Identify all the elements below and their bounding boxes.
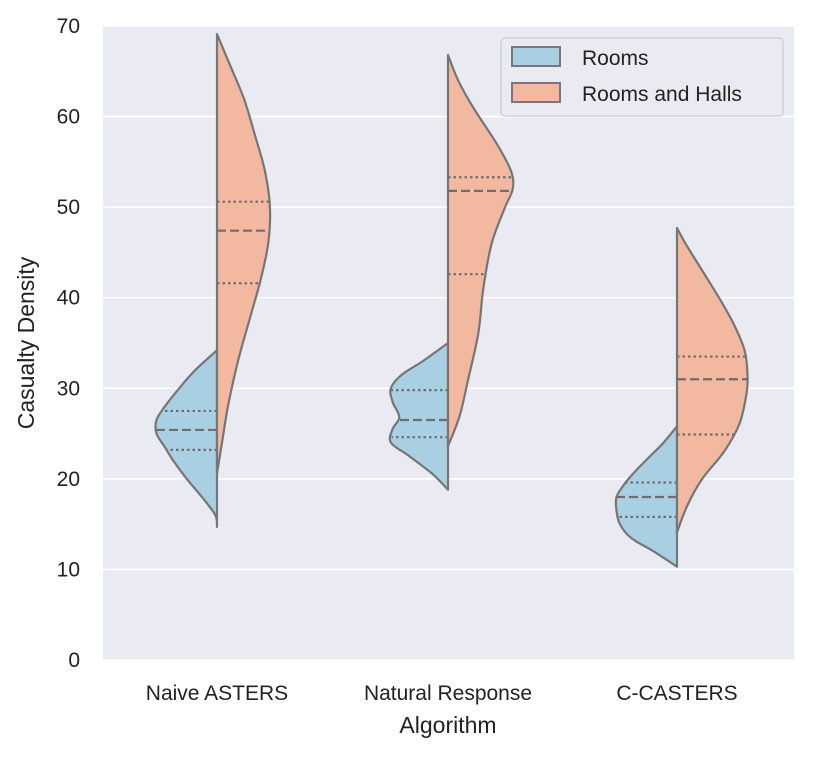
x-tick-labels: Naive ASTERS Natural Response C-CASTERS bbox=[146, 682, 738, 705]
legend: Rooms Rooms and Halls bbox=[500, 37, 784, 117]
violin-body-rooms-natural-response bbox=[388, 341, 450, 491]
y-tick-label-0: 0 bbox=[68, 649, 80, 672]
legend-swatch-rooms bbox=[511, 46, 561, 67]
y-tick-labels: 0 10 20 30 40 50 60 70 bbox=[57, 15, 80, 672]
violin-body-rooms-and-halls-c-casters bbox=[675, 226, 749, 534]
violin-body-rooms-and-halls-natural-response bbox=[446, 53, 515, 448]
violin-rooms-and-halls-naive-asters bbox=[215, 33, 272, 475]
violin-rooms-and-halls-natural-response bbox=[446, 53, 515, 448]
violin-body-rooms-naive-asters bbox=[154, 349, 219, 528]
y-tick-label-20: 20 bbox=[57, 468, 80, 491]
y-tick-label-70: 70 bbox=[57, 15, 80, 38]
violin-rooms-c-casters bbox=[614, 425, 679, 568]
legend-label-rooms-and-halls: Rooms and Halls bbox=[582, 83, 742, 106]
violin-body-rooms-and-halls-naive-asters bbox=[215, 33, 272, 475]
x-axis-label: Algorithm bbox=[399, 712, 496, 738]
violin-rooms-natural-response bbox=[388, 341, 450, 491]
x-tick-label-naive-asters: Naive ASTERS bbox=[146, 682, 288, 705]
x-tick-label-c-casters: C-CASTERS bbox=[616, 682, 737, 705]
violin-rooms-naive-asters bbox=[154, 349, 219, 528]
y-tick-label-50: 50 bbox=[57, 196, 80, 219]
violin-rooms-and-halls-c-casters bbox=[675, 226, 749, 534]
legend-swatch-rooms-and-halls bbox=[511, 82, 561, 103]
x-tick-label-natural-response: Natural Response bbox=[364, 682, 532, 705]
y-tick-label-40: 40 bbox=[57, 287, 80, 310]
y-tick-label-30: 30 bbox=[57, 377, 80, 400]
legend-frame bbox=[500, 37, 784, 117]
y-axis-label: Casualty Density bbox=[13, 256, 39, 429]
y-tick-label-60: 60 bbox=[57, 106, 80, 129]
legend-label-rooms: Rooms bbox=[582, 47, 649, 70]
violins bbox=[154, 33, 749, 568]
y-tick-label-10: 10 bbox=[57, 558, 80, 581]
